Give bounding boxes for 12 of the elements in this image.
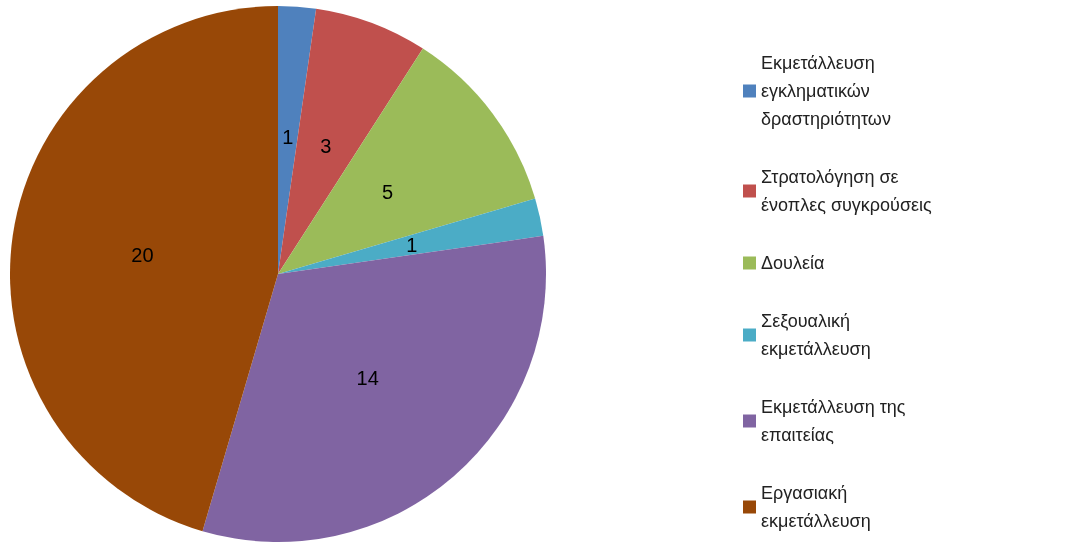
data-label: 14	[356, 366, 379, 389]
legend-label: Δουλεία	[761, 253, 825, 273]
data-label: 3	[320, 134, 332, 157]
legend-label: Σεξουαλική εκμετάλλευση	[761, 311, 871, 359]
legend-label: Στρατολόγηση σε ένοπλες συγκρούσεις	[761, 167, 933, 215]
legend-label: Εργασιακή εκμετάλλευση	[761, 483, 871, 531]
legend-label: Εκμετάλλευση της επαιτείας	[761, 397, 911, 445]
data-label: 1	[282, 126, 294, 149]
data-label: 20	[131, 243, 154, 266]
data-label: 1	[406, 233, 418, 256]
data-label: 5	[382, 180, 394, 203]
legend-label: Εκμετάλλευση εγκληματικών δραστηριότητων	[761, 53, 891, 129]
